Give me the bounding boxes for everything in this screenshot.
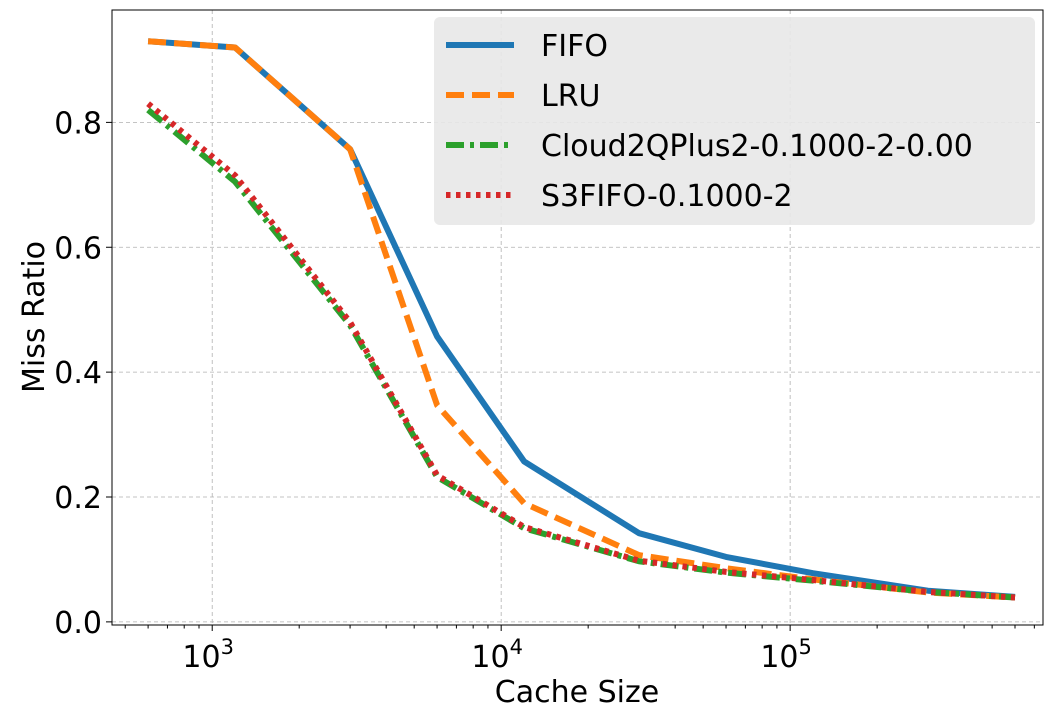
legend: FIFO LRU Cloud2QPlus2-0.1000-2-0.00 S3FIFO-…: [434, 17, 1035, 225]
series-line-cloud2qplus2-0-1000-2-0-00: [146, 107, 1016, 601]
x-tick-label: 104: [471, 635, 523, 675]
y-tick-label: 0.8: [54, 106, 102, 141]
x-tick-label: 105: [760, 635, 812, 675]
x-axis-label: Cache Size: [495, 675, 659, 710]
y-tick-label: 0.6: [54, 231, 102, 266]
legend-box: [434, 17, 1035, 225]
axis-ticks: 0.0 0.2 0.4 0.6 0.8 103 104 105: [54, 106, 1035, 675]
legend-label: S3FIFO-0.1000-2: [541, 179, 793, 214]
series-lines: [146, 38, 1016, 601]
y-tick-label: 0.2: [54, 481, 102, 516]
legend-label: LRU: [541, 79, 601, 114]
plot-area-frame: [111, 9, 1044, 626]
x-tick-label: 103: [182, 635, 234, 675]
y-tick-label: 0.4: [54, 356, 102, 391]
y-axis-label: Miss Ratio: [17, 241, 52, 393]
y-tick-label: 0.0: [54, 606, 102, 641]
legend-label: FIFO: [541, 29, 608, 64]
legend-label: Cloud2QPlus2-0.1000-2-0.00: [541, 129, 973, 164]
